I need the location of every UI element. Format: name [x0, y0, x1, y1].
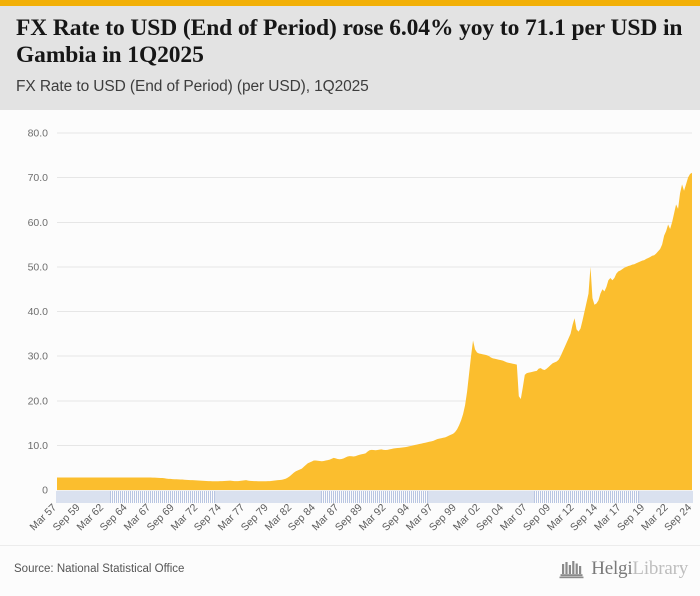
- svg-text:20.0: 20.0: [28, 395, 49, 407]
- chart-y-axis-labels: 0 10.0 20.0 30.0 40.0 50.0 60.0 70.0 80.0: [28, 128, 49, 497]
- logo-text-secondary: Library: [632, 558, 688, 579]
- top-accent-bar: [0, 0, 700, 6]
- svg-text:70.0: 70.0: [28, 172, 49, 184]
- svg-text:0: 0: [42, 485, 48, 497]
- chart-x-tick-marks: [56, 491, 693, 503]
- source-note: Source: National Statistical Office: [14, 563, 185, 575]
- svg-text:50.0: 50.0: [28, 261, 49, 273]
- footer-divider: [0, 545, 700, 546]
- logo-text-primary: Helgi: [591, 558, 633, 579]
- svg-text:Sep 24: Sep 24: [662, 502, 694, 534]
- chart-header: FX Rate to USD (End of Period) rose 6.04…: [0, 6, 700, 110]
- area-chart: 0 10.0 20.0 30.0 40.0 50.0 60.0 70.0 80.0 Mar 57…: [28, 128, 695, 534]
- svg-text:10.0: 10.0: [28, 440, 49, 452]
- svg-text:40.0: 40.0: [28, 306, 49, 318]
- svg-text:30.0: 30.0: [28, 351, 49, 363]
- chart-footer: Source: National Statistical Office Helg…: [0, 545, 700, 596]
- library-building-icon: [559, 561, 584, 579]
- page-title: FX Rate to USD (End of Period) rose 6.04…: [16, 15, 683, 68]
- logo-text: HelgiLibrary: [591, 558, 688, 580]
- chart-plot-area: 0 10.0 20.0 30.0 40.0 50.0 60.0 70.0 80.0 Mar 57…: [0, 110, 700, 545]
- helgi-library-logo[interactable]: HelgiLibrary: [559, 558, 688, 580]
- svg-text:80.0: 80.0: [28, 128, 49, 140]
- page-subtitle: FX Rate to USD (End of Period) (per USD)…: [16, 78, 369, 95]
- series-area: [57, 172, 692, 490]
- svg-text:60.0: 60.0: [28, 217, 49, 229]
